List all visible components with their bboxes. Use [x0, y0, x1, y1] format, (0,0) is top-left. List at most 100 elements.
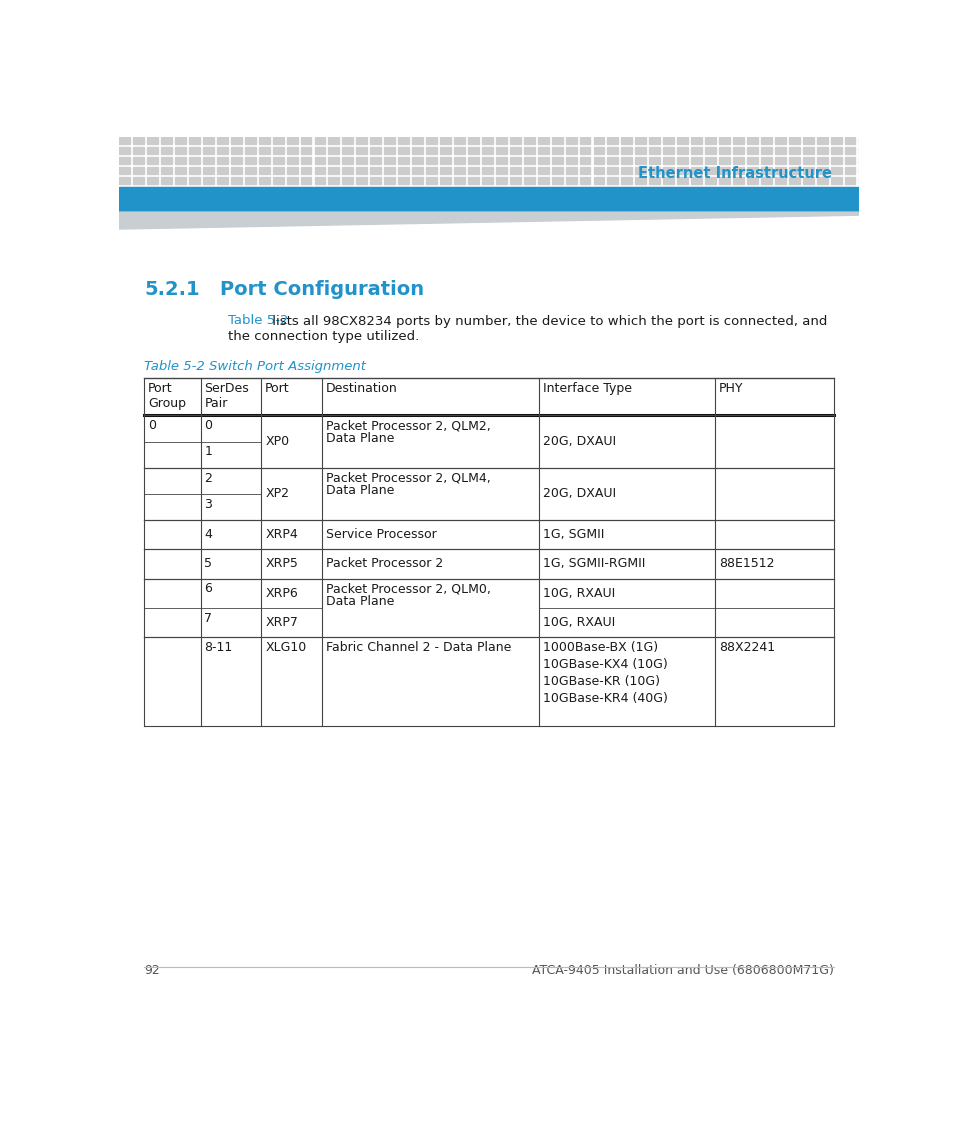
Bar — [342, 167, 353, 174]
Bar — [509, 188, 520, 195]
Bar — [565, 148, 576, 155]
Bar — [174, 188, 186, 195]
Bar — [677, 177, 687, 184]
Bar — [662, 137, 674, 144]
Bar — [412, 167, 422, 174]
Text: XP2: XP2 — [265, 488, 289, 500]
Bar — [216, 197, 228, 205]
Bar — [662, 197, 674, 205]
Bar — [523, 188, 534, 195]
Text: the connection type utilized.: the connection type utilized. — [228, 330, 418, 342]
Bar — [356, 188, 367, 195]
Bar — [620, 188, 632, 195]
Bar — [286, 157, 297, 165]
Bar — [454, 137, 464, 144]
Bar — [802, 148, 813, 155]
Bar — [802, 197, 813, 205]
Bar — [593, 148, 604, 155]
Bar — [719, 177, 729, 184]
Bar — [774, 177, 785, 184]
Text: Data Plane: Data Plane — [326, 594, 394, 608]
Bar — [258, 177, 270, 184]
Bar — [203, 188, 213, 195]
Bar — [286, 188, 297, 195]
Bar — [468, 197, 478, 205]
Bar — [384, 167, 395, 174]
Bar — [161, 167, 172, 174]
Bar — [719, 148, 729, 155]
Bar — [593, 188, 604, 195]
Bar — [816, 167, 827, 174]
Bar — [662, 167, 674, 174]
Bar — [133, 177, 144, 184]
Bar — [746, 148, 757, 155]
Bar — [356, 167, 367, 174]
Bar — [704, 167, 716, 174]
Text: Table 5-2 Switch Port Assignment: Table 5-2 Switch Port Assignment — [144, 360, 366, 373]
Bar — [816, 148, 827, 155]
Bar — [691, 167, 701, 174]
Bar — [370, 148, 381, 155]
Bar — [468, 188, 478, 195]
Bar — [509, 137, 520, 144]
Bar — [802, 188, 813, 195]
Bar — [607, 157, 618, 165]
Bar — [830, 167, 841, 174]
Bar — [314, 197, 325, 205]
Bar — [286, 148, 297, 155]
Text: 6: 6 — [204, 583, 213, 595]
Bar — [133, 188, 144, 195]
Bar — [342, 188, 353, 195]
Bar — [858, 188, 868, 195]
Bar — [858, 167, 868, 174]
Text: lists all 98CX8234 ports by number, the device to which the port is connected, a: lists all 98CX8234 ports by number, the … — [268, 315, 826, 327]
Bar — [231, 148, 241, 155]
Bar — [412, 157, 422, 165]
Bar — [119, 137, 130, 144]
Bar — [439, 137, 451, 144]
Bar — [342, 177, 353, 184]
Bar — [245, 177, 255, 184]
Bar — [537, 167, 548, 174]
Bar — [649, 148, 659, 155]
Bar — [286, 197, 297, 205]
Bar — [286, 177, 297, 184]
Bar — [439, 148, 451, 155]
Bar — [119, 177, 130, 184]
Bar — [830, 137, 841, 144]
Bar — [565, 167, 576, 174]
Bar — [523, 177, 534, 184]
Bar — [620, 137, 632, 144]
Bar — [203, 177, 213, 184]
Text: XRP7: XRP7 — [265, 616, 297, 629]
Bar — [481, 148, 493, 155]
Bar — [454, 157, 464, 165]
Text: XLG10: XLG10 — [265, 641, 306, 654]
Bar — [551, 148, 562, 155]
Text: Service Processor: Service Processor — [326, 528, 436, 542]
Bar — [565, 197, 576, 205]
Bar — [593, 177, 604, 184]
Bar — [189, 157, 199, 165]
Bar — [273, 188, 283, 195]
Bar — [356, 137, 367, 144]
Bar — [273, 148, 283, 155]
Bar — [370, 197, 381, 205]
Bar — [426, 197, 436, 205]
Bar — [161, 137, 172, 144]
Bar — [286, 167, 297, 174]
Bar — [189, 137, 199, 144]
Bar — [245, 137, 255, 144]
Bar — [732, 137, 743, 144]
Bar — [858, 177, 868, 184]
Text: Port
Group: Port Group — [148, 382, 186, 410]
Bar — [342, 137, 353, 144]
Bar — [719, 167, 729, 174]
Text: 92: 92 — [144, 964, 160, 977]
Bar — [649, 188, 659, 195]
Bar — [677, 167, 687, 174]
Bar — [635, 188, 645, 195]
Bar — [286, 137, 297, 144]
Bar — [426, 167, 436, 174]
Text: XRP6: XRP6 — [265, 586, 297, 600]
